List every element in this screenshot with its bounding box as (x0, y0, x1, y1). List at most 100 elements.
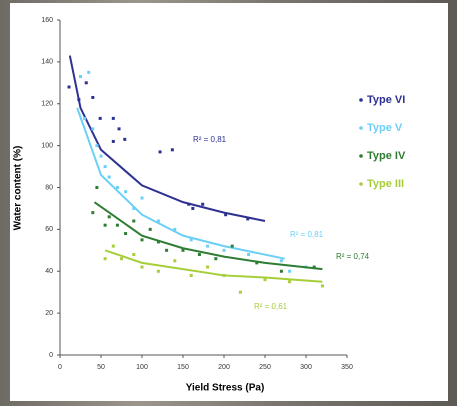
scatter-point (189, 273, 193, 277)
scatter-point (279, 259, 283, 263)
scatter-point (158, 150, 162, 154)
legend-marker (359, 154, 363, 158)
scatter-point (263, 278, 267, 282)
scatter-point (170, 148, 174, 152)
legend-marker (359, 126, 363, 130)
scatter-point (320, 284, 324, 288)
scatter-point (165, 248, 169, 252)
chart-panel (10, 3, 448, 401)
scatter-point (191, 206, 195, 210)
scatter-point (189, 238, 193, 242)
legend-marker (359, 98, 363, 102)
scatter-point (79, 75, 82, 79)
scatter-point (124, 232, 128, 236)
y-axis-label: Water content (%) (13, 146, 24, 231)
scatter-point (173, 259, 177, 263)
scatter-point (222, 248, 226, 252)
scatter-point (111, 244, 115, 248)
x-tick-label: 150 (177, 364, 189, 371)
trend-line (93, 201, 323, 271)
scatter-point (124, 190, 128, 194)
scatter-point (148, 227, 152, 231)
scatter-point (201, 202, 205, 206)
x-tick-label: 0 (58, 364, 62, 371)
scatter-point (247, 253, 251, 256)
scatter-point (107, 215, 111, 219)
y-tick-label: 60 (45, 226, 53, 233)
r-squared-label: R² = 0,74 (336, 252, 370, 261)
scatter-point (288, 280, 292, 284)
scatter-point (123, 137, 127, 141)
scatter-point (181, 248, 185, 252)
y-tick-label: 140 (41, 59, 53, 66)
scatter-point (156, 269, 160, 273)
scatter-point (83, 116, 87, 120)
scatter-point (238, 290, 242, 294)
x-tick-label: 350 (341, 364, 353, 371)
legend-marker (359, 182, 363, 186)
scatter-point (206, 244, 210, 248)
legend-label: Type V (367, 122, 403, 134)
scatter-point (95, 144, 99, 148)
scatter-point (173, 227, 177, 231)
trend-line (68, 55, 266, 222)
x-tick-label: 250 (259, 364, 271, 371)
scatter-point (117, 127, 121, 131)
trend-line (76, 107, 285, 260)
scatter-point (132, 206, 136, 210)
y-tick-label: 40 (45, 268, 53, 275)
scatter-point (279, 269, 283, 273)
scatter-point (87, 70, 91, 74)
scatter-point (132, 253, 136, 256)
scatter-point (115, 223, 119, 227)
scatter-point (99, 154, 103, 158)
scatter-point (156, 240, 160, 244)
scatter-point (120, 257, 123, 261)
scatter-point (115, 186, 119, 189)
scatter-point (84, 81, 88, 85)
y-tick-label: 160 (41, 17, 53, 24)
scatter-point (91, 211, 95, 215)
scatter-point (206, 265, 210, 269)
x-tick-label: 300 (300, 364, 312, 371)
scatter-point (103, 223, 107, 227)
scatter-point (103, 165, 107, 169)
x-tick-label: 50 (97, 364, 105, 371)
scatter-point (230, 244, 234, 248)
scatter-point (111, 116, 115, 120)
scatter-point (197, 253, 201, 256)
y-tick-label: 120 (41, 101, 53, 108)
scatter-point (91, 95, 95, 99)
scatter-point (312, 265, 316, 269)
r-squared-label: R² = 0,81 (193, 135, 227, 144)
scatter-point (67, 85, 71, 89)
legend-label: Type IV (367, 150, 406, 162)
x-tick-label: 200 (218, 364, 230, 371)
x-tick-label: 100 (136, 364, 148, 371)
scatter-point (91, 127, 95, 131)
scatter-point (132, 219, 136, 223)
trend-line (104, 249, 323, 283)
y-tick-label: 0 (49, 352, 53, 359)
scatter-point (140, 238, 144, 242)
y-tick-label: 80 (45, 184, 53, 191)
scatter-point (140, 196, 144, 200)
r-squared-label: R² = 0,61 (254, 302, 288, 311)
legend-label: Type III (367, 178, 404, 190)
scatter-point (156, 219, 160, 223)
scatter-point (255, 261, 259, 265)
r-squared-label: R² = 0,81 (290, 230, 324, 239)
scatter-point (214, 257, 218, 261)
scatter-point (246, 217, 250, 221)
scatter-point (224, 213, 228, 217)
scatter-point (140, 265, 144, 269)
scatter-point (288, 269, 292, 273)
scatter-point (98, 116, 102, 120)
scatter-point (111, 139, 115, 143)
x-axis-label: Yield Stress (Pa) (186, 383, 265, 394)
scatter-point (95, 186, 99, 189)
scatter-point (107, 175, 111, 179)
legend-label: Type VI (367, 94, 405, 106)
